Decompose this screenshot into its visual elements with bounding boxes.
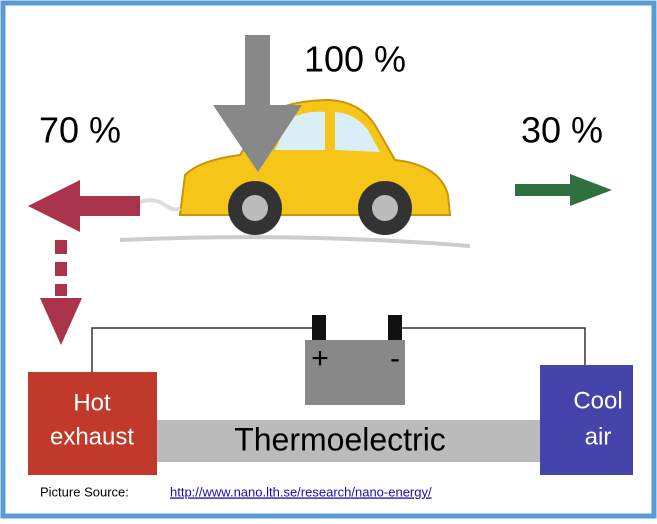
road <box>119 235 471 248</box>
terminal <box>388 315 402 340</box>
energy-arrow <box>213 35 302 172</box>
battery <box>305 340 405 405</box>
cool-box <box>540 365 633 475</box>
hot-box <box>28 372 157 475</box>
exhaust-arrow <box>28 180 140 232</box>
wire <box>402 327 586 366</box>
terminal <box>312 315 326 340</box>
dotted-arrow <box>40 240 82 345</box>
useful-arrow <box>515 174 612 206</box>
hot-label: exhaust <box>50 423 134 450</box>
hot-label: Hot <box>73 389 111 416</box>
wire <box>91 327 312 375</box>
source-link[interactable]: http://www.nano.lth.se/research/nano-ene… <box>170 484 432 499</box>
thermoelectric-bar <box>155 420 542 462</box>
useful-label: 30 % <box>521 110 603 151</box>
source-label: Picture Source: <box>40 484 129 499</box>
bar-label: Thermoelectric <box>234 421 446 457</box>
minus-sign: - <box>390 342 400 375</box>
cool-label: air <box>585 423 612 450</box>
exhaust-label: 70 % <box>39 110 121 151</box>
car <box>133 98 452 235</box>
plus-sign: + <box>311 342 329 375</box>
energy-in-label: 100 % <box>304 39 406 80</box>
cool-label: Cool <box>573 387 622 414</box>
